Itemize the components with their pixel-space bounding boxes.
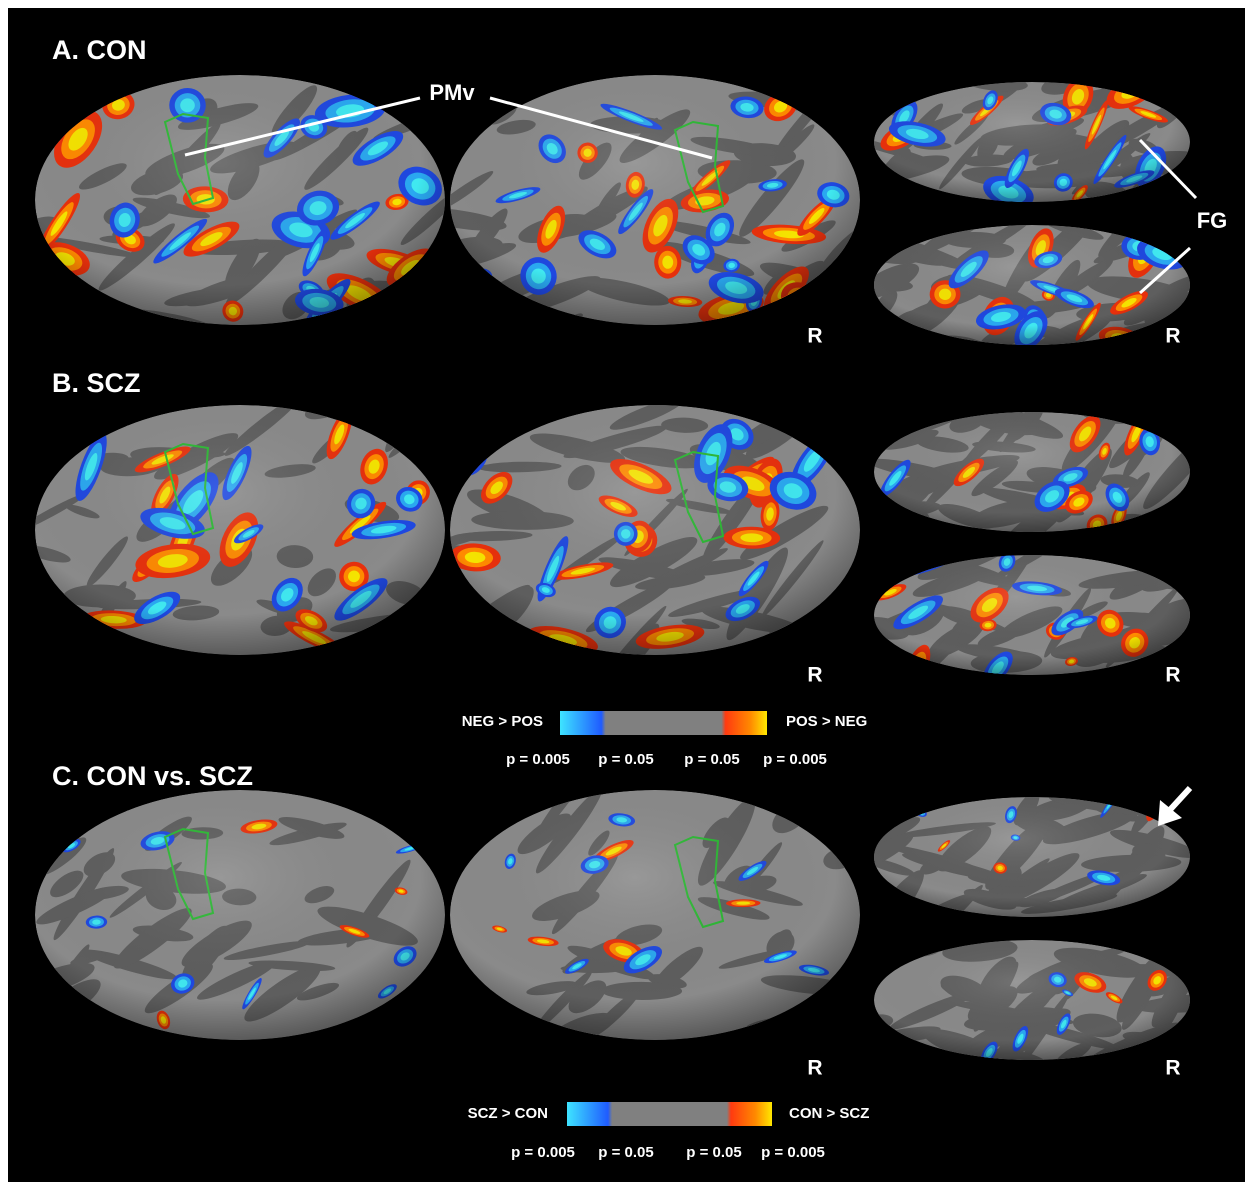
shading: [35, 790, 445, 1040]
colorbar-right-label: CON > SCZ: [789, 1105, 869, 1122]
colorbar-right-label: POS > NEG: [786, 713, 867, 730]
page: {"panels": [ {"label": "A. CON", "annota…: [0, 0, 1253, 1190]
panel-label: A. CON: [52, 35, 147, 65]
side-label: R: [807, 664, 822, 687]
panel-label: B. SCZ: [52, 368, 141, 398]
shading: [874, 412, 1190, 532]
p-label: p = 0.005: [511, 1144, 575, 1161]
side-label: R: [1165, 325, 1180, 348]
colorbar-scale: [567, 1102, 772, 1126]
side-label: R: [807, 325, 822, 348]
p-label: p = 0.05: [598, 1144, 653, 1161]
shading: [35, 75, 445, 325]
shading: [450, 75, 860, 325]
shading: [874, 940, 1190, 1060]
panel-label: C. CON vs. SCZ: [52, 761, 253, 791]
shading: [450, 790, 860, 1040]
shading: [874, 797, 1190, 917]
shading: [874, 555, 1190, 675]
side-label: R: [807, 1057, 822, 1080]
p-label: p = 0.05: [686, 1144, 741, 1161]
annotation: PMv: [429, 80, 475, 105]
colorbar-scale: [560, 711, 767, 735]
shading: [450, 405, 860, 655]
shading: [874, 225, 1190, 345]
p-label: p = 0.005: [763, 751, 827, 768]
side-label: R: [1165, 664, 1180, 687]
p-label: p = 0.005: [761, 1144, 825, 1161]
figure: A. CON B. SCZ C. CON vs. SCZ PMv FG R R …: [0, 0, 1253, 1190]
p-label: p = 0.05: [598, 751, 653, 768]
annotation: FG: [1197, 208, 1228, 233]
shading: [35, 405, 445, 655]
side-label: R: [1165, 1057, 1180, 1080]
p-label: p = 0.05: [684, 751, 739, 768]
p-label: p = 0.005: [506, 751, 570, 768]
colorbar-left-label: SCZ > CON: [468, 1105, 548, 1122]
colorbar-left-label: NEG > POS: [462, 713, 543, 730]
